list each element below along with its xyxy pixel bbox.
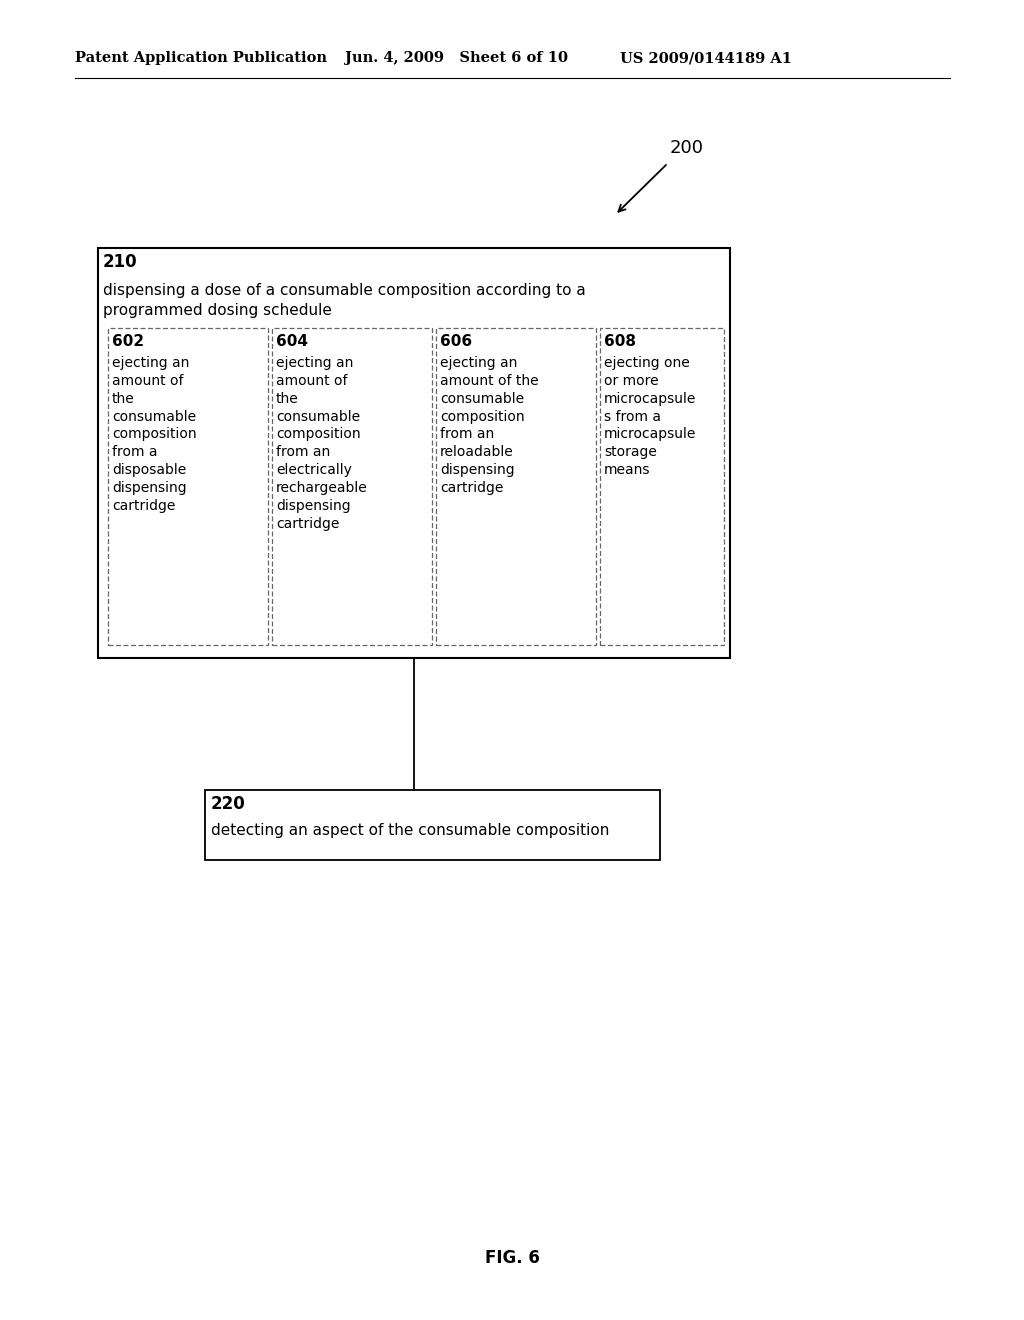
Text: 220: 220 — [211, 795, 246, 813]
Text: ejecting an
amount of
the
consumable
composition
from a
disposable
dispensing
ca: ejecting an amount of the consumable com… — [112, 356, 197, 512]
Bar — [272, 327, 432, 645]
Bar — [108, 327, 268, 645]
Text: 602: 602 — [112, 334, 144, 350]
Text: ejecting an
amount of
the
consumable
composition
from an
electrically
rechargeab: ejecting an amount of the consumable com… — [276, 356, 368, 531]
Text: detecting an aspect of the consumable composition: detecting an aspect of the consumable co… — [211, 822, 609, 837]
Text: Jun. 4, 2009   Sheet 6 of 10: Jun. 4, 2009 Sheet 6 of 10 — [345, 51, 568, 65]
Bar — [98, 248, 730, 657]
Text: ejecting one
or more
microcapsule
s from a
microcapsule
storage
means: ejecting one or more microcapsule s from… — [604, 356, 696, 477]
Bar — [436, 327, 596, 645]
Text: dispensing a dose of a consumable composition according to a: dispensing a dose of a consumable compos… — [103, 282, 586, 298]
Text: Patent Application Publication: Patent Application Publication — [75, 51, 327, 65]
Bar — [205, 789, 660, 861]
Text: 210: 210 — [103, 253, 137, 271]
Text: programmed dosing schedule: programmed dosing schedule — [103, 304, 332, 318]
Text: 608: 608 — [604, 334, 636, 350]
Bar — [600, 327, 724, 645]
Text: 604: 604 — [276, 334, 308, 350]
Text: FIG. 6: FIG. 6 — [484, 1249, 540, 1267]
Text: US 2009/0144189 A1: US 2009/0144189 A1 — [620, 51, 792, 65]
Text: 200: 200 — [670, 139, 705, 157]
Text: ejecting an
amount of the
consumable
composition
from an
reloadable
dispensing
c: ejecting an amount of the consumable com… — [440, 356, 539, 495]
Text: 606: 606 — [440, 334, 472, 350]
